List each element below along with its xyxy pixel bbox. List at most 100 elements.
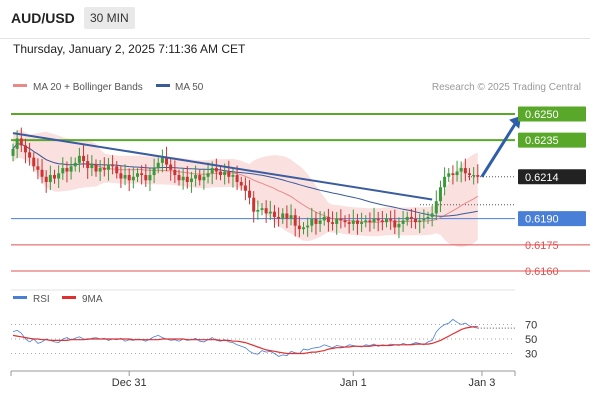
candle (73, 157, 77, 172)
candle-body (351, 220, 355, 224)
candle-body (119, 173, 123, 179)
candle (434, 190, 438, 221)
rsi-ma-legend-label: 9MA (82, 294, 103, 305)
candle-body (181, 176, 185, 181)
candle-body (326, 216, 330, 223)
candle-body (194, 175, 198, 179)
candle-body (468, 173, 471, 176)
x-tick-label: Jan 1 (340, 377, 367, 389)
candle (156, 157, 160, 174)
rsi-legend-swatch (13, 296, 27, 299)
candle (393, 209, 397, 235)
candle-body (140, 173, 144, 176)
candle-body (343, 220, 347, 223)
candle-body (293, 215, 297, 226)
candle (48, 165, 52, 191)
candle (181, 168, 185, 190)
candle (198, 169, 202, 186)
chart-datetime: Thursday, January 2, 2025 7:11:36 AM CET (13, 42, 246, 56)
candle-body (102, 168, 106, 170)
candle-body (306, 225, 310, 228)
candle (219, 166, 222, 181)
candle (326, 208, 330, 232)
candle-body (210, 168, 214, 174)
rsi-tick-30: 30 (525, 349, 537, 361)
candle (268, 200, 272, 221)
rsi-line (12, 318, 478, 357)
candle (102, 157, 106, 177)
candle (272, 205, 276, 228)
candle (401, 211, 405, 232)
candle-body (376, 218, 380, 221)
timeframe-button[interactable]: 30 MIN (84, 7, 135, 29)
candle-body (32, 157, 36, 167)
candle-body (314, 218, 318, 224)
credit-label: Research © 2025 Trading Central (432, 82, 581, 93)
candle (231, 168, 235, 188)
candle-body (397, 223, 401, 228)
candle (239, 176, 243, 191)
candle-body (302, 227, 305, 230)
candle (331, 211, 335, 231)
candle (397, 217, 401, 239)
candle-body (65, 168, 69, 172)
candle-body (82, 155, 86, 162)
level-label-0.6250: 0.6250 (525, 109, 559, 121)
candle (256, 200, 260, 220)
ma50-legend-swatch (156, 84, 170, 87)
candle (260, 202, 264, 216)
candle (297, 216, 301, 238)
candle-body (472, 175, 476, 177)
candle-body (214, 168, 218, 172)
candle-body (152, 168, 156, 176)
candle (131, 167, 135, 189)
candle-body (115, 166, 119, 174)
candle-body (289, 215, 293, 219)
candle (443, 167, 447, 196)
rsi-tick-70: 70 (525, 320, 537, 332)
candle (40, 158, 44, 184)
candle (285, 205, 289, 229)
candle-body (281, 213, 285, 219)
candle (264, 200, 268, 223)
candle (351, 209, 355, 231)
candle-body (318, 220, 322, 224)
candle (243, 177, 247, 201)
candle (194, 165, 198, 187)
candle-body (40, 169, 44, 177)
candle (405, 211, 409, 226)
candle-body (23, 145, 27, 153)
candle (252, 191, 256, 223)
last-price-label: 0.6214 (525, 172, 559, 184)
candle-body (98, 168, 102, 172)
candle-body (223, 171, 227, 176)
level-tag-0.6190 (518, 211, 586, 227)
candle (136, 168, 139, 183)
candle-body (252, 197, 256, 212)
candle-body (335, 218, 339, 224)
candle-body (272, 211, 276, 217)
candle-body (355, 220, 359, 224)
candle (165, 146, 169, 172)
x-tick-label: Jan 3 (468, 377, 495, 389)
candle (318, 211, 322, 232)
candle (169, 157, 173, 181)
price-levels (11, 112, 590, 272)
candle (127, 168, 131, 192)
candle (364, 215, 368, 228)
candle-body (476, 175, 480, 177)
candle-body (111, 164, 115, 167)
candle-body (372, 218, 376, 223)
candle (185, 165, 189, 189)
trendline (12, 132, 433, 201)
candle (293, 208, 297, 237)
candle (15, 130, 19, 159)
candle-body (127, 175, 131, 181)
candle-body (169, 164, 173, 170)
candle-body (380, 220, 384, 223)
candle-body (463, 168, 467, 174)
candle-body (90, 164, 94, 169)
candle-body (264, 208, 268, 214)
candle-body (248, 190, 252, 198)
rsi-tick-50: 50 (525, 334, 537, 346)
